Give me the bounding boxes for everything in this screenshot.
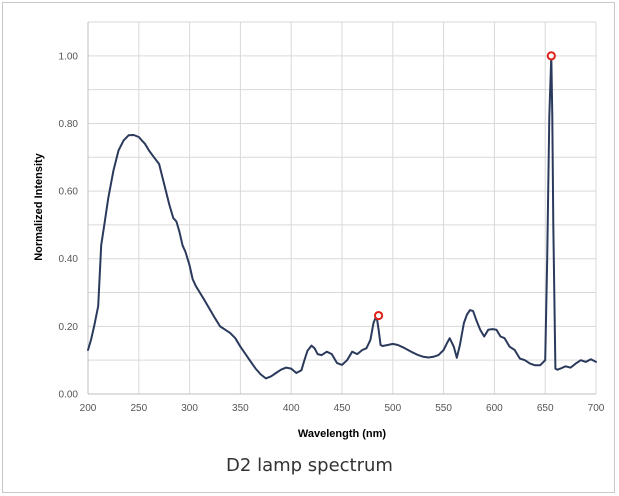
x-tick-label: 500 [384,403,401,414]
x-tick-label: 300 [181,403,198,414]
y-tick-label: 0.00 [59,390,79,401]
y-axis-title: Normalized Intensity [33,152,45,260]
y-tick-labels: 0.00 0.20 0.40 0.60 0.80 1.00 [59,51,79,400]
plot-area [87,51,597,380]
x-tick-label: 350 [232,403,249,414]
x-tick-label: 600 [486,403,503,414]
peak-marker [373,310,384,321]
x-tick-label: 550 [435,403,452,414]
y-tick-label: 0.80 [59,119,79,130]
y-tick-label: 1.00 [59,51,79,62]
x-tick-label: 450 [334,403,351,414]
y-tick-label: 0.60 [59,187,79,198]
x-tick-label: 700 [588,403,605,414]
grid-lines [88,21,597,394]
peak-marker [546,51,556,61]
x-axis-title: Wavelength (nm) [298,428,387,440]
x-tick-labels: 200 250 300 350 400 450 500 550 600 650 700 [80,403,605,414]
x-tick-label: 250 [130,403,147,414]
x-tick-label: 400 [283,403,300,414]
axes [87,22,596,395]
spectrum-line [87,54,597,380]
x-tick-label: 200 [80,403,97,414]
y-tick-label: 0.40 [59,254,79,265]
x-tick-label: 650 [537,403,554,414]
chart-caption: D2 lamp spectrum [226,455,393,476]
y-tick-label: 0.20 [59,322,79,333]
